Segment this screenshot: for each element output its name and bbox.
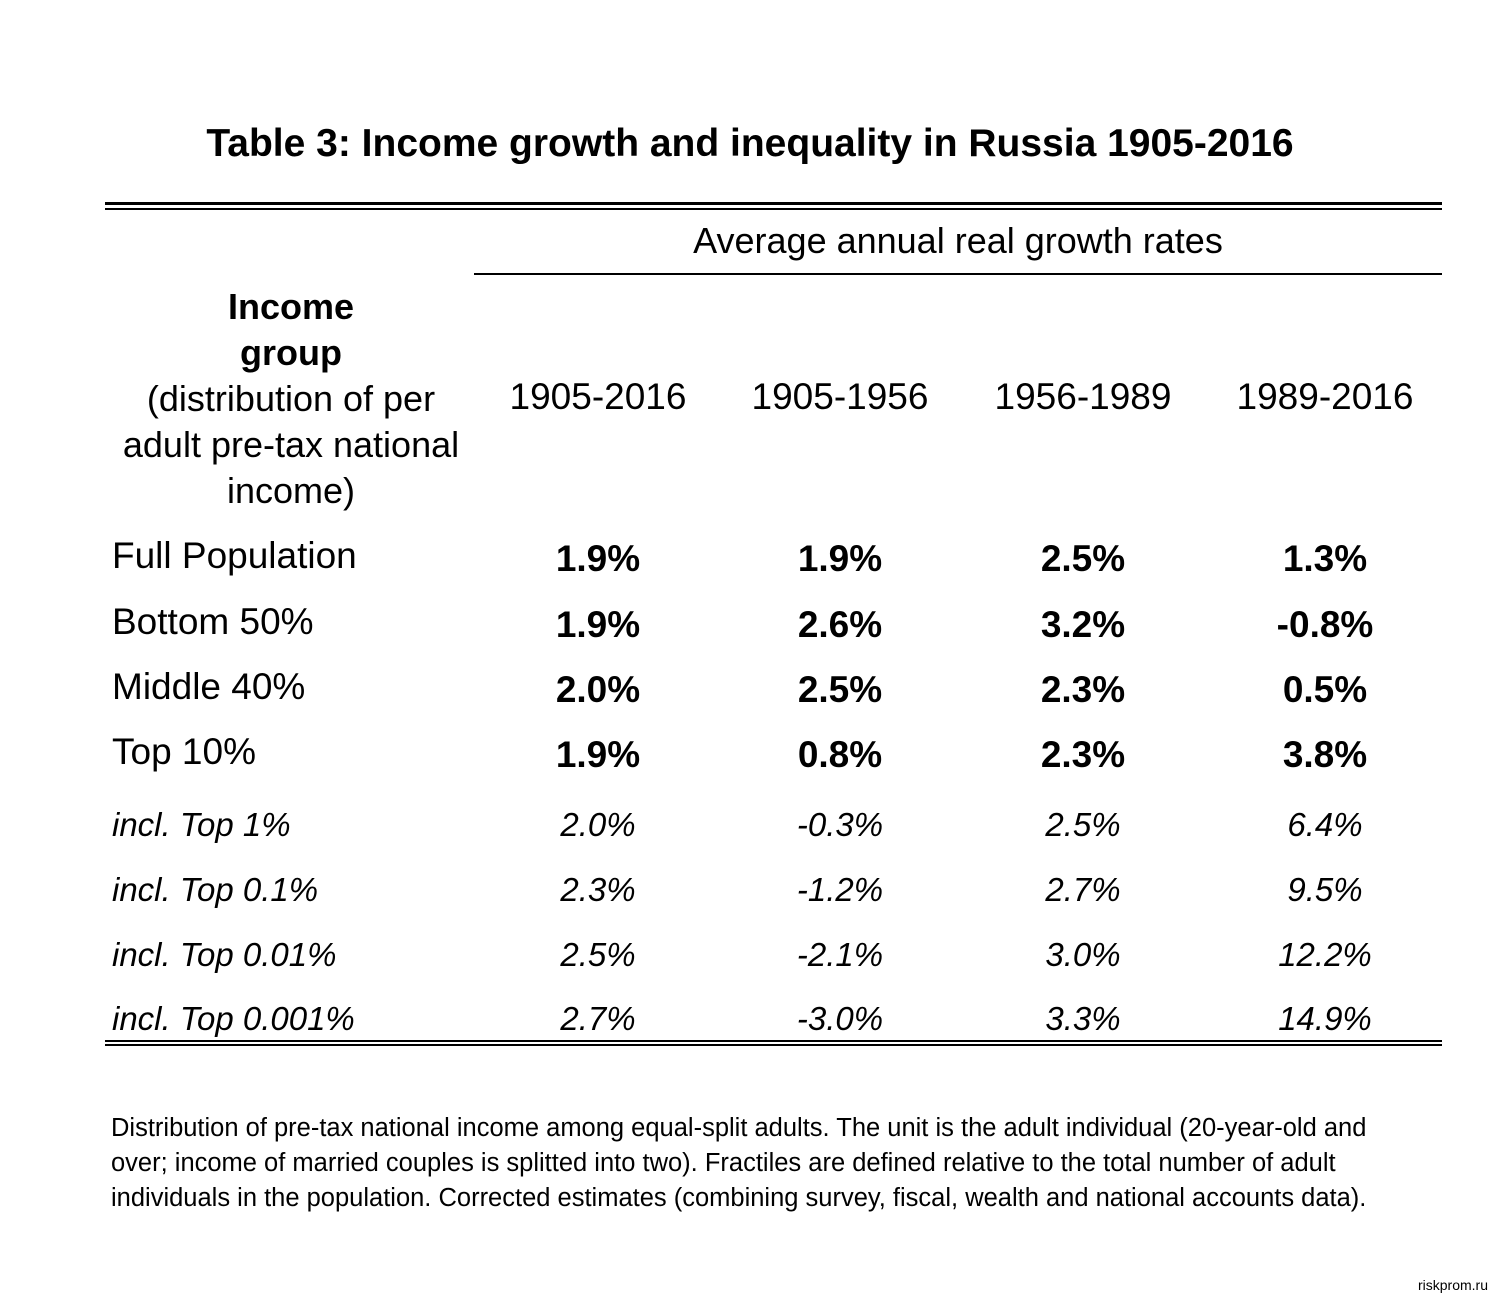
row-label: incl. Top 0.01% (112, 936, 337, 973)
table-cell: 1.9% (797, 538, 883, 579)
table-cell: 2.5% (1045, 806, 1121, 843)
column-header-1905-1956: 1905-1956 (751, 376, 929, 417)
table-title: Table 3: Income growth and inequality in… (206, 122, 1294, 165)
table-cell: 2.5% (560, 936, 636, 973)
table-cell: 2.7% (560, 1000, 636, 1037)
table-cell: -0.3% (796, 806, 884, 843)
table-cell: 2.3% (1040, 669, 1126, 710)
table-cell: 2.3% (560, 871, 636, 908)
table-cell: 0.5% (1282, 669, 1368, 710)
column-header-1989-2016: 1989-2016 (1236, 376, 1414, 417)
table-cell: 3.0% (1045, 936, 1121, 973)
table-cell: 2.7% (1045, 871, 1121, 908)
income-group-header-bold-1: Income (227, 286, 355, 327)
table-cell: 14.9% (1278, 1000, 1372, 1037)
table-cell: -1.2% (796, 871, 884, 908)
table-cell: 1.3% (1282, 538, 1368, 579)
table-cell: 2.0% (560, 806, 636, 843)
table-cell: -0.8% (1276, 604, 1374, 645)
table-cell: 3.8% (1282, 734, 1368, 775)
table-cell: 2.0% (555, 669, 641, 710)
table-cell: -3.0% (796, 1000, 884, 1037)
table-cell: -2.1% (796, 936, 884, 973)
table-cell: 12.2% (1278, 936, 1372, 973)
table-cell: 1.9% (555, 734, 641, 775)
table-footnote: Distribution of pre-tax national income … (111, 1114, 1367, 1212)
row-label: Top 10% (112, 731, 256, 772)
table-bottom-rule (105, 1040, 1442, 1046)
income-group-header-bold-2: group (240, 332, 342, 373)
table-cell: 1.9% (555, 538, 641, 579)
column-header-1905-2016: 1905-2016 (509, 376, 687, 417)
table-cell: 0.8% (797, 734, 883, 775)
income-group-header-line-1: (distribution of per (146, 378, 436, 419)
table-cell: 9.5% (1287, 871, 1363, 908)
table-cell: 6.4% (1287, 806, 1363, 843)
growth-rates-header: Average annual real growth rates (693, 220, 1223, 261)
row-label: incl. Top 0.001% (112, 1000, 355, 1037)
row-label: incl. Top 1% (112, 806, 291, 843)
table-cell: 3.2% (1040, 604, 1126, 645)
income-group-header-line-3: income) (226, 470, 356, 511)
table-cell: 2.6% (797, 604, 883, 645)
table-cell: 2.5% (1040, 538, 1126, 579)
row-label: Full Population (112, 535, 357, 576)
income-group-header-line-2: adult pre-tax national (122, 424, 460, 465)
table-cell: 2.3% (1040, 734, 1126, 775)
table-cell: 1.9% (555, 604, 641, 645)
table-cell: 3.3% (1045, 1000, 1121, 1037)
income-group-header: Income group (distribution of per adult … (108, 284, 474, 514)
row-label: Bottom 50% (112, 601, 314, 642)
row-label: incl. Top 0.1% (112, 871, 319, 908)
table-cell: 2.5% (797, 669, 883, 710)
table-top-rule (105, 202, 1442, 210)
source-watermark: riskprom.ru (1417, 1277, 1488, 1293)
row-label: Middle 40% (112, 666, 306, 707)
column-header-1956-1989: 1956-1989 (994, 376, 1172, 417)
growth-rates-header-rule (474, 273, 1442, 275)
